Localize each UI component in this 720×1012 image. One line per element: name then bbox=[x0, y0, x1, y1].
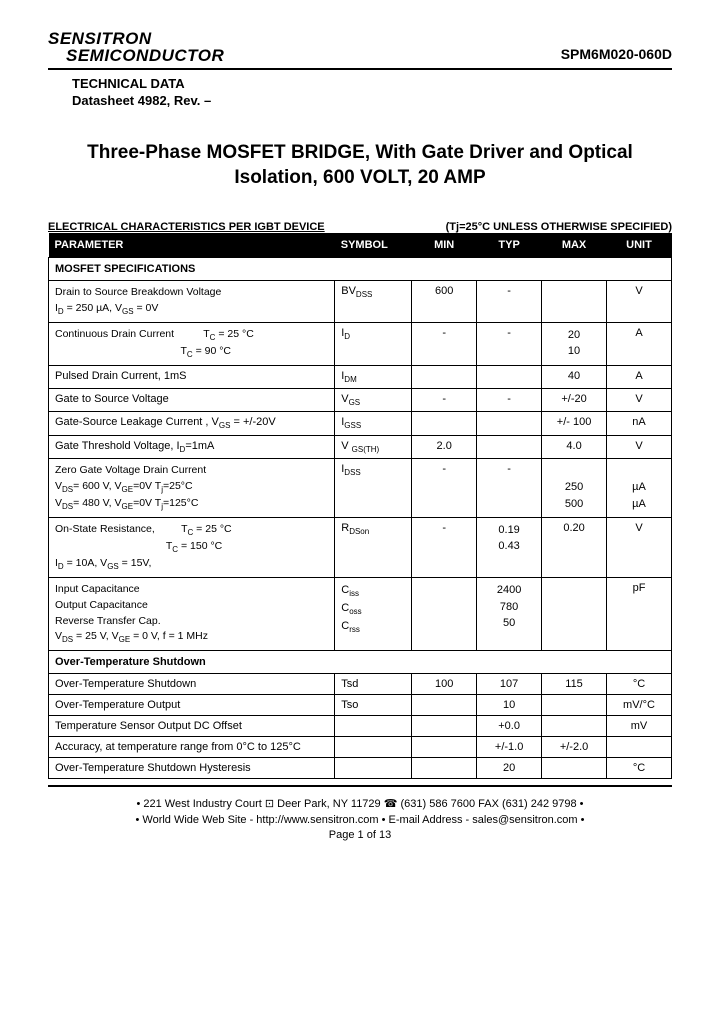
page-title: Three-Phase MOSFET BRIDGE, With Gate Dri… bbox=[58, 140, 662, 191]
table-row: Accuracy, at temperature range from 0°C … bbox=[49, 737, 672, 758]
brand-line1: SENSITRON bbox=[48, 30, 224, 47]
table-row: Zero Gate Voltage Drain Current VDS= 600… bbox=[49, 458, 672, 517]
tech-data-label: TECHNICAL DATA bbox=[72, 76, 672, 93]
footer-line1: • 221 West Industry Court ⊡ Deer Park, N… bbox=[48, 797, 672, 812]
table-row: Gate to Source Voltage VGS - - +/-20 V bbox=[49, 389, 672, 412]
table-row: On-State Resistance, TC = 25 °C TC = 150… bbox=[49, 517, 672, 577]
col-max: MAX bbox=[542, 233, 607, 258]
header-row: SENSITRON SEMICONDUCTOR SPM6M020-060D bbox=[48, 30, 672, 64]
section-ot: Over-Temperature Shutdown bbox=[49, 651, 672, 674]
table-header-row: PARAMETER SYMBOL MIN TYP MAX UNIT bbox=[49, 233, 672, 258]
col-min: MIN bbox=[412, 233, 477, 258]
page-number: Page 1 of 13 bbox=[48, 828, 672, 843]
table-row: Gate Threshold Voltage, ID=1mA V GS(TH) … bbox=[49, 435, 672, 458]
table-row: Over-Temperature Shutdown Hysteresis 20 … bbox=[49, 758, 672, 779]
table-row: Over-Temperature Output Tso 10 mV/°C bbox=[49, 695, 672, 716]
table-row: Over-Temperature Shutdown Tsd 100 107 11… bbox=[49, 674, 672, 695]
spec-subheader: ELECTRICAL CHARACTERISTICS PER IGBT DEVI… bbox=[48, 221, 672, 233]
section-mosfet: MOSFET SPECIFICATIONS bbox=[49, 258, 672, 281]
col-unit: UNIT bbox=[607, 233, 672, 258]
footer-rule bbox=[48, 785, 672, 787]
tech-data-block: TECHNICAL DATA Datasheet 4982, Rev. – bbox=[72, 76, 672, 110]
table-row: Continuous Drain Current TC = 25 °C TC =… bbox=[49, 322, 672, 365]
brand-logo: SENSITRON SEMICONDUCTOR bbox=[48, 30, 224, 64]
table-row: Pulsed Drain Current, 1mS IDM 40 A bbox=[49, 366, 672, 389]
footer: • 221 West Industry Court ⊡ Deer Park, N… bbox=[48, 797, 672, 843]
datasheet-rev: Datasheet 4982, Rev. – bbox=[72, 93, 672, 110]
col-symbol: SYMBOL bbox=[335, 233, 412, 258]
table-row: Gate-Source Leakage Current , VGS = +/-2… bbox=[49, 412, 672, 435]
footer-line2: • World Wide Web Site - http://www.sensi… bbox=[48, 813, 672, 828]
part-number: SPM6M020-060D bbox=[561, 46, 672, 64]
table-row: Input CapacitanceOutput CapacitanceRever… bbox=[49, 578, 672, 651]
spec-subheader-right: (Tj=25°C UNLESS OTHERWISE SPECIFIED) bbox=[446, 221, 672, 233]
table-row: Temperature Sensor Output DC Offset +0.0… bbox=[49, 716, 672, 737]
spec-subheader-left: ELECTRICAL CHARACTERISTICS PER IGBT DEVI… bbox=[48, 221, 325, 233]
header-rule bbox=[48, 68, 672, 70]
col-parameter: PARAMETER bbox=[49, 233, 335, 258]
spec-table: PARAMETER SYMBOL MIN TYP MAX UNIT MOSFET… bbox=[48, 233, 672, 779]
table-row: Drain to Source Breakdown Voltage ID = 2… bbox=[49, 281, 672, 323]
brand-line2: SEMICONDUCTOR bbox=[48, 47, 224, 64]
col-typ: TYP bbox=[477, 233, 542, 258]
